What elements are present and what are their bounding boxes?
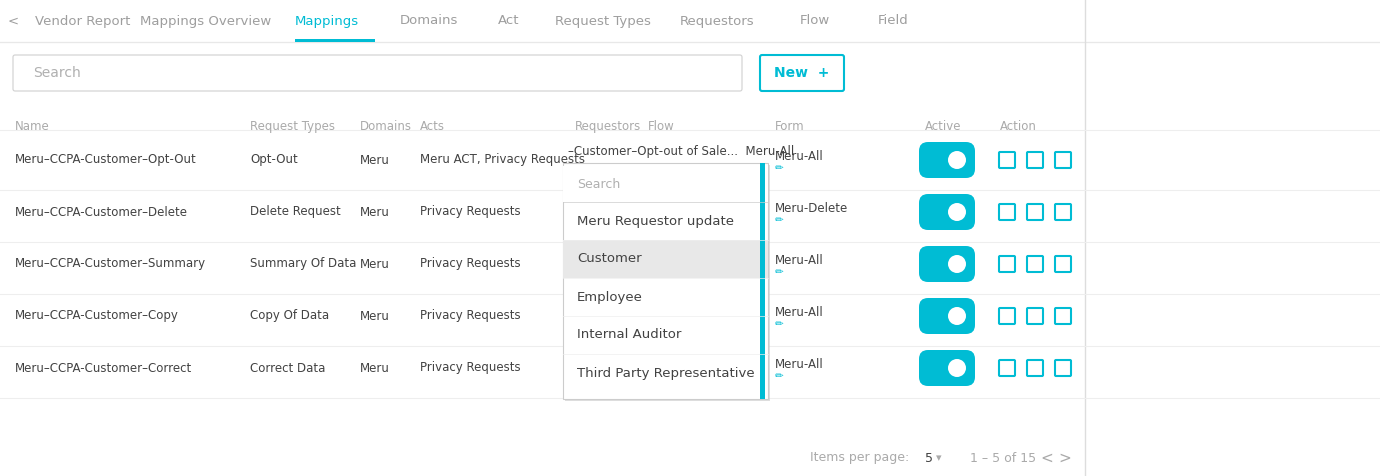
- Text: Action: Action: [1000, 120, 1036, 133]
- Circle shape: [948, 151, 966, 169]
- Text: Items per page:: Items per page:: [810, 452, 909, 465]
- Text: Privacy Requests: Privacy Requests: [420, 258, 520, 270]
- Bar: [0, 0, 1380, 42]
- Text: Meru–CCPA-Customer–Summary: Meru–CCPA-Customer–Summary: [15, 258, 206, 270]
- Text: Correct Data: Correct Data: [250, 361, 326, 375]
- Text: <: <: [1041, 450, 1053, 466]
- Text: Domains: Domains: [360, 120, 413, 133]
- Text: Privacy Requests: Privacy Requests: [420, 361, 520, 375]
- Text: Meru–CCPA-Customer–Opt-Out: Meru–CCPA-Customer–Opt-Out: [15, 153, 197, 167]
- Bar: [563, 163, 769, 399]
- Text: ✏: ✏: [776, 319, 784, 329]
- FancyBboxPatch shape: [760, 55, 845, 91]
- Text: Meru: Meru: [360, 206, 391, 218]
- Text: Meru-All: Meru-All: [776, 150, 824, 163]
- Text: Field: Field: [878, 14, 909, 28]
- Text: New  +: New +: [774, 66, 829, 80]
- Circle shape: [948, 255, 966, 273]
- Text: Employee: Employee: [577, 290, 643, 304]
- Text: Meru-Delete: Meru-Delete: [776, 202, 849, 215]
- Text: >: >: [1058, 450, 1071, 466]
- Text: Opt-Out: Opt-Out: [250, 153, 298, 167]
- Text: Requestors: Requestors: [575, 120, 642, 133]
- Circle shape: [948, 359, 966, 377]
- Text: Copy Of Data: Copy Of Data: [250, 309, 328, 323]
- Text: Meru: Meru: [360, 153, 391, 167]
- Text: –Customer–Opt-out of Sale...  Meru-All: –Customer–Opt-out of Sale... Meru-All: [569, 145, 795, 158]
- Bar: [295, 39, 375, 42]
- Text: ✏: ✏: [776, 267, 784, 277]
- Text: ▾: ▾: [936, 453, 941, 463]
- Text: Name: Name: [15, 120, 50, 133]
- Text: Request Types: Request Types: [250, 120, 335, 133]
- Text: Requestors: Requestors: [680, 14, 755, 28]
- Text: Meru-All: Meru-All: [776, 358, 824, 371]
- Text: Privacy Requests: Privacy Requests: [420, 206, 520, 218]
- FancyBboxPatch shape: [919, 142, 976, 178]
- FancyBboxPatch shape: [919, 298, 976, 334]
- Text: Meru Requestor update: Meru Requestor update: [577, 215, 734, 228]
- Text: <: <: [8, 14, 19, 28]
- Text: ✏: ✏: [776, 215, 784, 225]
- Text: Meru: Meru: [360, 361, 391, 375]
- Text: Active: Active: [925, 120, 962, 133]
- Text: ✏: ✏: [776, 163, 784, 173]
- Text: ✏: ✏: [776, 371, 784, 381]
- Text: Privacy Requests: Privacy Requests: [420, 309, 520, 323]
- Bar: [563, 240, 769, 278]
- FancyBboxPatch shape: [12, 55, 742, 91]
- Text: Summary Of Data: Summary Of Data: [250, 258, 356, 270]
- Text: Meru-All: Meru-All: [776, 306, 824, 319]
- Bar: [760, 163, 765, 399]
- Text: Domains: Domains: [400, 14, 458, 28]
- Text: Meru: Meru: [360, 309, 391, 323]
- Text: 5: 5: [925, 452, 933, 465]
- Text: Search: Search: [577, 178, 620, 190]
- Text: Meru–CCPA-Customer–Copy: Meru–CCPA-Customer–Copy: [15, 309, 179, 323]
- Text: Delete Request: Delete Request: [250, 206, 341, 218]
- Text: Meru–CCPA-Customer–Correct: Meru–CCPA-Customer–Correct: [15, 361, 192, 375]
- FancyBboxPatch shape: [919, 246, 976, 282]
- Bar: [564, 165, 770, 401]
- Text: Act: Act: [498, 14, 519, 28]
- Circle shape: [948, 307, 966, 325]
- FancyBboxPatch shape: [919, 350, 976, 386]
- Text: Form: Form: [776, 120, 805, 133]
- Circle shape: [948, 203, 966, 221]
- Text: Customer: Customer: [577, 252, 642, 266]
- Text: Third Party Representative: Third Party Representative: [577, 367, 755, 379]
- Text: Mappings: Mappings: [295, 14, 359, 28]
- Text: Meru-All: Meru-All: [776, 254, 824, 267]
- Bar: [563, 166, 769, 202]
- Text: Flow: Flow: [800, 14, 831, 28]
- Text: 1 – 5 of 15: 1 – 5 of 15: [970, 452, 1036, 465]
- Text: Internal Auditor: Internal Auditor: [577, 328, 682, 341]
- Text: Meru: Meru: [360, 258, 391, 270]
- Text: Flow: Flow: [649, 120, 675, 133]
- Text: Mappings Overview: Mappings Overview: [139, 14, 272, 28]
- Text: Acts: Acts: [420, 120, 444, 133]
- FancyBboxPatch shape: [919, 194, 976, 230]
- Text: Meru–CCPA-Customer–Delete: Meru–CCPA-Customer–Delete: [15, 206, 188, 218]
- Text: Meru ACT, Privacy Requests: Meru ACT, Privacy Requests: [420, 153, 585, 167]
- Text: Vendor Report: Vendor Report: [34, 14, 130, 28]
- Text: Request Types: Request Types: [555, 14, 651, 28]
- Text: Search: Search: [33, 66, 81, 80]
